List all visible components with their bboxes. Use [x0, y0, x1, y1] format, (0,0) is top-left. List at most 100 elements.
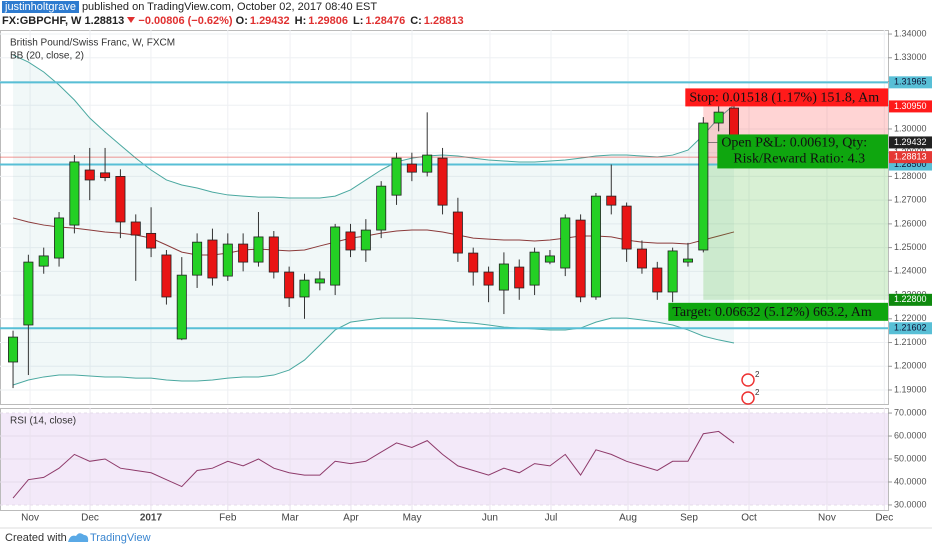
ohlc-value: 1.29432	[249, 15, 290, 27]
candle-body	[498, 263, 509, 291]
x-tick-label: Apr	[343, 513, 359, 524]
level-label-bg	[889, 158, 932, 171]
ohlc-value: 1.29806	[308, 15, 349, 27]
x-tick-label: Jul	[545, 513, 558, 524]
y-tick-label: 1.22000	[894, 313, 927, 323]
publish-line: justinholtgrave published on TradingView.…	[2, 1, 377, 13]
candle-body	[376, 185, 387, 231]
y-tick-label: 1.23000	[894, 289, 927, 299]
target-label-bg	[889, 293, 932, 306]
event-icon	[741, 373, 755, 387]
quote-line: FX:GBPCHF, W 1.28813 −0.00806 (−0.62%) O…	[2, 15, 469, 27]
candle-body	[23, 261, 34, 326]
x-tick-label: Nov	[818, 513, 836, 524]
candle-body	[652, 267, 663, 293]
footer-brand: TradingView	[90, 532, 151, 544]
candle-body	[284, 271, 295, 299]
candle-body	[682, 258, 693, 263]
candle-body	[406, 163, 417, 173]
x-tick-label: 2017	[140, 513, 163, 524]
candle-body	[330, 226, 341, 286]
y-tick-label: 1.29000	[894, 147, 927, 157]
candle-body	[560, 217, 571, 269]
last-label-bg	[889, 151, 932, 164]
target-zone	[703, 164, 888, 300]
level-label-bg	[889, 322, 932, 335]
candle-body	[207, 239, 218, 279]
candle-body	[299, 279, 310, 298]
down-arrow	[127, 17, 136, 23]
y-tick-label: 1.32000	[894, 76, 927, 86]
candle-body	[115, 176, 126, 223]
candle-body	[314, 278, 325, 284]
y-tick-label: 1.24000	[894, 266, 927, 276]
position-labels: Stop: 0.01518 (1.17%) 151.8, Am Open P&L:…	[668, 88, 888, 321]
candle-body	[698, 122, 709, 251]
ohlc-value: 1.28813	[423, 15, 464, 27]
current-label: 1.29432	[894, 137, 927, 147]
x-tick-label: Sep	[680, 513, 698, 524]
rsi-pane	[0, 408, 889, 511]
level-label: 1.31965	[894, 77, 927, 87]
candle-body	[529, 251, 540, 286]
candle-body	[514, 266, 525, 289]
event-count: 2	[755, 388, 760, 397]
candle-body	[146, 232, 157, 249]
candle-body	[575, 219, 586, 298]
y-tick-label: 1.19000	[894, 384, 927, 394]
candle-body	[161, 254, 172, 298]
y-tick-label: 40.0000	[894, 476, 927, 486]
y-tick-label: 1.20000	[894, 361, 927, 371]
candle-body	[452, 211, 463, 254]
event-icon	[741, 391, 755, 405]
candle-body	[84, 169, 95, 181]
candle-body	[621, 205, 632, 250]
change: −0.00806 (−0.62%)	[138, 15, 233, 27]
candle-body	[192, 241, 203, 276]
candle-body	[667, 250, 678, 293]
ohlc-key: C:	[410, 15, 422, 27]
candle-body	[437, 157, 448, 206]
candle-body	[268, 236, 279, 273]
chart-title: British Pound/Swiss Franc, W, FXCM	[10, 38, 175, 49]
x-tick-label: Oct	[741, 513, 757, 524]
rsi-line	[12, 430, 735, 499]
y-tick-label: 30.0000	[894, 499, 927, 509]
event-count: 2	[755, 370, 760, 379]
ohlc-key: L:	[353, 15, 364, 27]
y-tick-label: 1.31000	[894, 100, 927, 110]
header: justinholtgrave published on TradingView.…	[0, 0, 932, 30]
candle-body	[130, 221, 141, 236]
ohlc-key: H:	[294, 15, 307, 27]
rsi-band	[1, 413, 888, 505]
candle-body	[54, 217, 65, 259]
candle-body	[238, 243, 249, 263]
candle-body	[636, 248, 647, 269]
target-label: 1.22800	[894, 294, 927, 304]
x-tick-label: Dec	[81, 513, 99, 524]
candle-body	[468, 252, 479, 273]
candle-body	[100, 172, 111, 179]
x-tick-label: Aug	[619, 513, 637, 524]
candle-body	[345, 231, 356, 251]
last-label: 1.28813	[894, 152, 927, 162]
y-tick-label: 1.21000	[894, 337, 927, 347]
ohlc-key: O:	[235, 15, 248, 27]
x-tick-label: May	[403, 513, 422, 524]
stop-box	[685, 88, 888, 107]
target-box	[668, 302, 888, 321]
y-tick-label: 1.33000	[894, 52, 927, 62]
username[interactable]: justinholtgrave	[2, 1, 79, 13]
bb-fill	[13, 54, 734, 386]
level-label-bg	[889, 76, 932, 89]
candle-body	[8, 336, 19, 363]
y-tick-label: 60.0000	[894, 430, 927, 440]
target-text: Target: 0.06632 (5.12%) 663.2, Am	[672, 305, 872, 320]
candle-body	[544, 255, 555, 263]
y-tick-label: 1.30000	[894, 123, 927, 133]
level-label: 1.21602	[894, 323, 927, 333]
candle-body	[38, 255, 49, 267]
y-tick-label: 1.25000	[894, 242, 927, 252]
candle-body	[176, 274, 187, 340]
